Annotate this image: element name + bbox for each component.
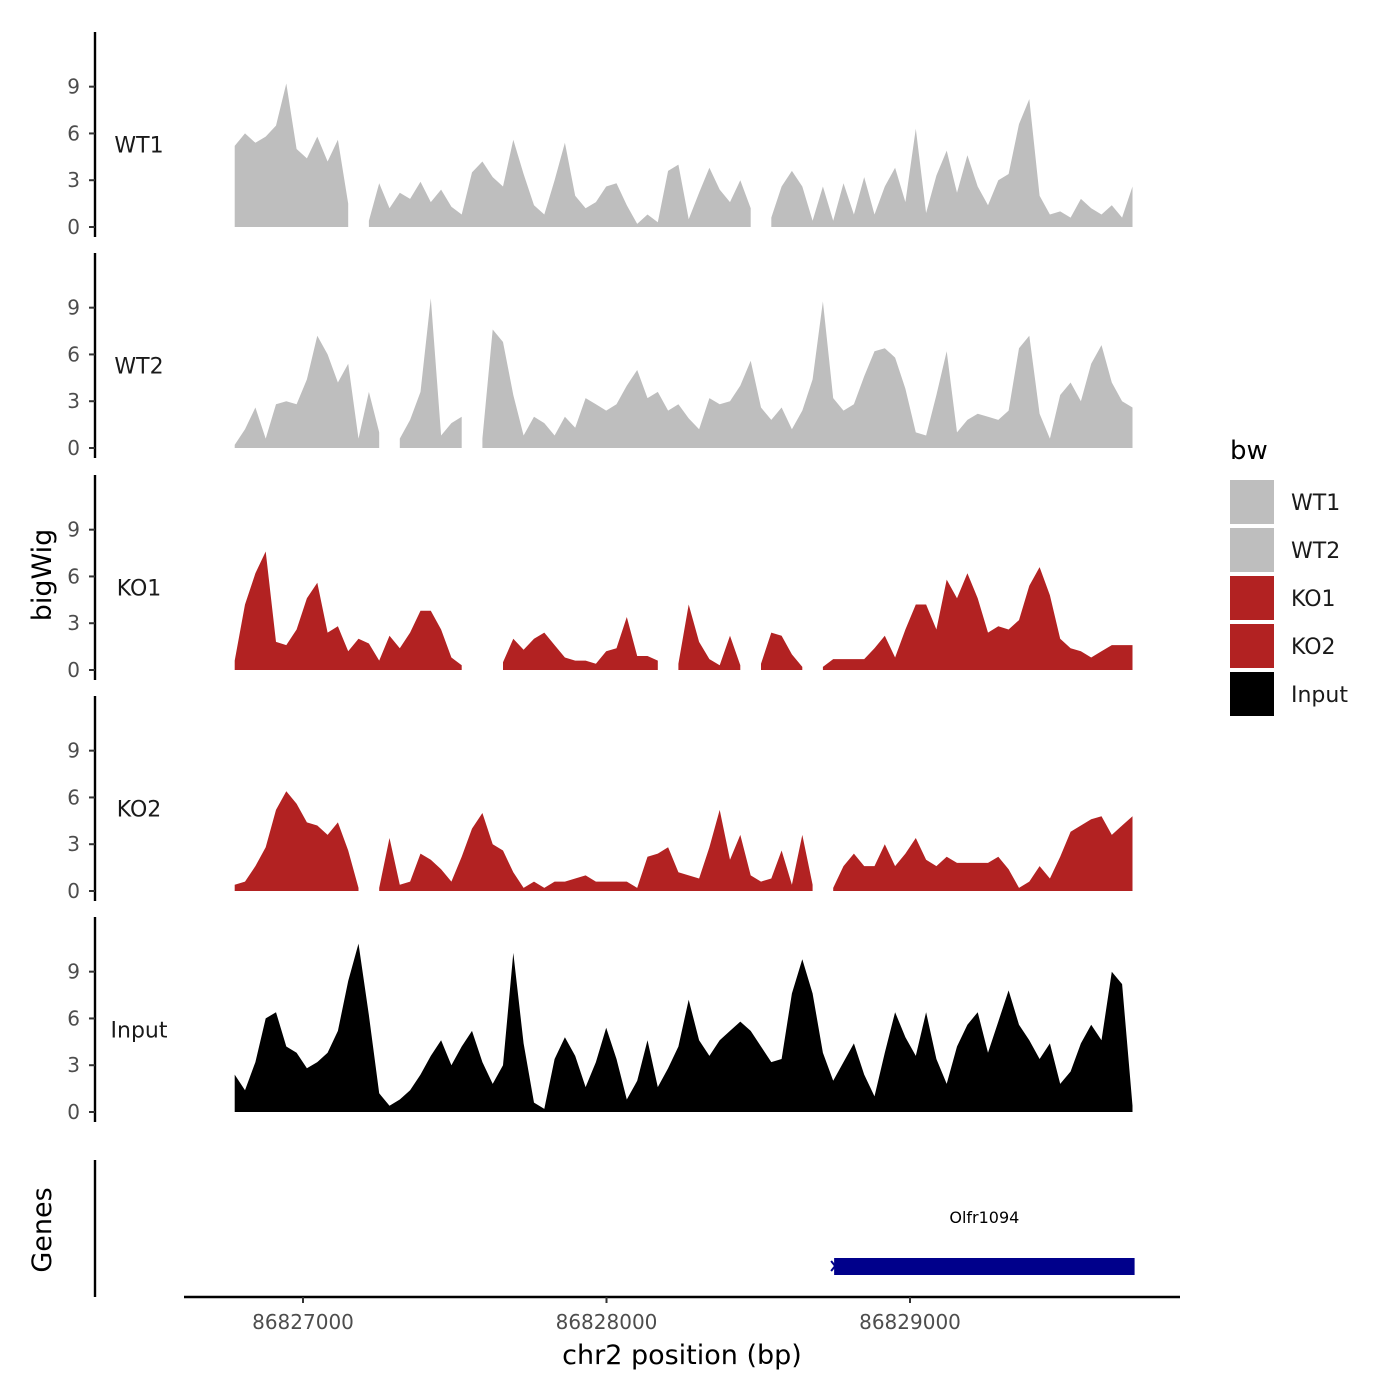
gene-olfr1094	[834, 1258, 1135, 1275]
y-tick-label: 9	[67, 296, 80, 320]
track-wt1: 0 3 6 9 WT1	[67, 32, 1133, 239]
y-tick-label: 3	[67, 168, 80, 192]
legend-key-ko2	[1230, 624, 1274, 668]
genes-axis-title: Genes	[27, 1187, 58, 1272]
track-wt2: 0 3 6 9 WT2	[67, 253, 1133, 460]
x-tick-label: 86827000	[252, 1310, 354, 1334]
y-tick-label: 6	[67, 121, 80, 145]
area-ko2	[833, 816, 1133, 891]
area-ko1	[234, 551, 462, 670]
y-tick-label: 0	[67, 879, 80, 903]
area-wt2	[482, 301, 1133, 448]
legend-label: WT1	[1291, 491, 1340, 516]
y-tick-label: 6	[67, 564, 80, 588]
legend: WT1 WT2 KO1 KO2 Input	[1230, 480, 1348, 716]
y-tick-label: 6	[67, 1006, 80, 1030]
y-tick-label: 0	[67, 436, 80, 460]
track-label: KO1	[117, 576, 162, 601]
track-label: KO2	[117, 797, 162, 822]
area-input	[234, 943, 1133, 1112]
y-tick-label: 0	[67, 1100, 80, 1124]
track-input: 0 3 6 9 Input	[67, 917, 1133, 1124]
genes-track: Olfr1094	[93, 1160, 1135, 1297]
area-wt1	[771, 99, 1133, 227]
x-tick-label: 86829000	[859, 1310, 961, 1334]
legend-key-wt1	[1230, 480, 1274, 524]
legend-label: KO2	[1291, 635, 1336, 660]
area-ko1	[678, 604, 741, 670]
x-axis: 86827000 86828000 86829000	[184, 1295, 1180, 1334]
legend-label: Input	[1291, 683, 1348, 708]
y-tick-label: 6	[67, 785, 80, 809]
area-ko2	[379, 809, 813, 891]
y-tick-label: 3	[67, 1053, 80, 1077]
y-tick-label: 9	[67, 739, 80, 763]
coverage-tracks: 0 3 6 9 WT1 0 3 6 9 WT2 0 3 6 9 KO1 0 3 6 9 KO2 0 3 6 9 Input	[67, 32, 1133, 1124]
legend-label: KO1	[1291, 587, 1336, 612]
area-wt2	[399, 298, 462, 448]
y-tick-label: 9	[67, 960, 80, 984]
legend-key-wt2	[1230, 528, 1274, 572]
track-ko2: 0 3 6 9 KO2	[67, 696, 1133, 903]
track-label: WT2	[114, 354, 163, 379]
area-wt2	[234, 335, 380, 448]
x-tick-label: 86828000	[556, 1310, 658, 1334]
y-tick-label: 9	[67, 518, 80, 542]
y-tick-label: 3	[67, 832, 80, 856]
y-tick-label: 3	[67, 389, 80, 413]
y-axis-title: bigWig	[27, 529, 58, 622]
track-label: Input	[111, 1018, 168, 1043]
track-label: WT1	[114, 133, 163, 158]
area-ko1	[761, 632, 803, 670]
x-axis-title: chr2 position (bp)	[562, 1340, 802, 1371]
y-tick-label: 3	[67, 611, 80, 635]
area-wt1	[234, 83, 349, 227]
area-ko2	[234, 791, 359, 891]
gene-strand-arrow	[830, 1260, 840, 1272]
area-ko1	[822, 567, 1133, 670]
area-wt1	[368, 139, 751, 227]
y-tick-label: 0	[67, 215, 80, 239]
legend-key-input	[1230, 672, 1274, 716]
track-ko1: 0 3 6 9 KO1	[67, 475, 1133, 682]
legend-label: WT2	[1291, 539, 1340, 564]
legend-title: bw	[1230, 436, 1268, 466]
y-tick-label: 0	[67, 658, 80, 682]
gene-label: Olfr1094	[949, 1208, 1019, 1227]
y-tick-label: 9	[67, 75, 80, 99]
y-tick-label: 6	[67, 342, 80, 366]
area-ko1	[503, 617, 658, 670]
legend-key-ko1	[1230, 576, 1274, 620]
